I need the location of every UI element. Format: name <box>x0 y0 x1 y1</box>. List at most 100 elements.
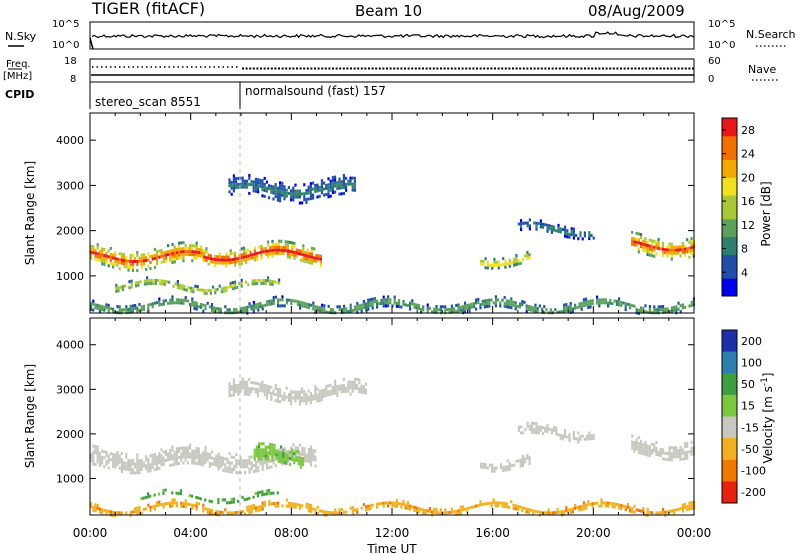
colorbar-swatch <box>722 266 737 273</box>
echo-cell <box>631 510 634 514</box>
echo-cell <box>290 192 293 196</box>
echo-cell <box>153 253 156 257</box>
echo-cell <box>255 454 258 458</box>
echo-cell <box>688 246 691 250</box>
echo-cell <box>210 500 213 504</box>
echo-cell <box>302 250 305 254</box>
echo-cell <box>175 254 178 258</box>
echo-cell <box>681 506 684 510</box>
echo-cell <box>688 249 691 253</box>
echo-cell <box>637 442 640 446</box>
echo-cell <box>525 510 528 514</box>
echo-cell <box>92 302 95 306</box>
echo-cell <box>227 258 230 262</box>
echo-cell <box>192 287 195 291</box>
colorbar-frame <box>721 329 738 504</box>
echo-cell <box>134 260 137 263</box>
echo-cell <box>206 452 209 456</box>
echo-cell <box>681 503 684 507</box>
echo-cell <box>136 453 139 457</box>
echo-cell <box>521 258 525 262</box>
echo-cell <box>241 465 244 469</box>
echo-cell <box>279 181 282 185</box>
echo-cell <box>136 506 139 510</box>
echo-cell <box>320 188 323 192</box>
echo-cell <box>90 256 93 260</box>
echo-cell <box>683 253 687 257</box>
echo-cell <box>615 503 618 506</box>
echo-cell <box>675 251 678 255</box>
echo-cell <box>259 305 262 308</box>
echo-cell <box>248 458 251 462</box>
echo-cell <box>131 260 134 263</box>
echo-cell <box>240 281 243 285</box>
echo-cell <box>530 308 533 312</box>
echo-cell <box>241 182 244 186</box>
echo-cell <box>470 505 473 509</box>
echo-cell <box>136 251 139 254</box>
echo-cell <box>592 433 595 437</box>
echo-cell <box>234 263 237 267</box>
echo-cell <box>90 253 93 257</box>
echo-cell <box>637 250 640 254</box>
echo-cell <box>279 448 282 452</box>
echo-cell <box>673 512 676 515</box>
echo-cell <box>516 507 519 511</box>
echo-cell <box>259 459 262 463</box>
echo-cell <box>134 507 137 511</box>
echo-cell <box>309 188 312 192</box>
echo-cell <box>265 393 268 397</box>
echo-cell <box>228 385 231 389</box>
echo-cell <box>316 511 319 515</box>
echo-cell <box>283 398 286 402</box>
echo-cell <box>240 284 243 288</box>
echo-cell <box>257 469 260 473</box>
echo-cell <box>114 459 117 463</box>
echo-cell <box>260 454 263 458</box>
echo-cell <box>127 259 130 263</box>
echo-cell <box>204 451 207 455</box>
echo-cell <box>631 242 634 246</box>
echo-cell <box>283 197 286 201</box>
echo-cell <box>553 228 556 232</box>
echo-cell <box>175 453 178 457</box>
echo-cell <box>327 177 330 181</box>
echo-cell <box>310 503 313 507</box>
echo-cell <box>254 492 257 495</box>
echo-cell <box>604 301 607 305</box>
echo-cell <box>331 185 334 189</box>
echo-cell <box>475 301 478 305</box>
echo-cell <box>686 444 689 448</box>
echo-cell <box>235 465 238 469</box>
echo-cell <box>648 451 651 455</box>
echo-cell <box>307 506 310 510</box>
echo-cell <box>633 441 636 444</box>
echo-cell <box>276 491 279 495</box>
echo-cell <box>263 303 266 307</box>
echo-cell <box>261 179 264 183</box>
echo-cell <box>109 510 112 514</box>
echo-cell <box>271 449 274 453</box>
echo-cell <box>153 493 156 497</box>
echo-cell <box>273 443 276 447</box>
echo-cell <box>261 188 264 192</box>
echo-cell <box>510 297 513 301</box>
echo-cell <box>263 188 266 192</box>
echo-cell <box>281 394 284 398</box>
echo-cell <box>120 467 123 470</box>
echo-cell <box>420 307 423 311</box>
echo-cell <box>534 309 537 313</box>
echo-cell <box>516 504 519 508</box>
echo-cell <box>213 463 216 467</box>
echo-cell <box>217 307 220 311</box>
echo-cell <box>553 425 556 429</box>
echo-cell <box>127 308 130 311</box>
echo-cell <box>209 254 212 258</box>
echo-cell <box>321 306 324 310</box>
echo-cell <box>138 259 141 263</box>
echo-cell <box>659 451 662 454</box>
echo-cell <box>292 502 295 506</box>
echo-cell <box>262 448 265 452</box>
echo-cell <box>129 471 132 475</box>
colorbar-tick-label: -100 <box>741 465 766 478</box>
